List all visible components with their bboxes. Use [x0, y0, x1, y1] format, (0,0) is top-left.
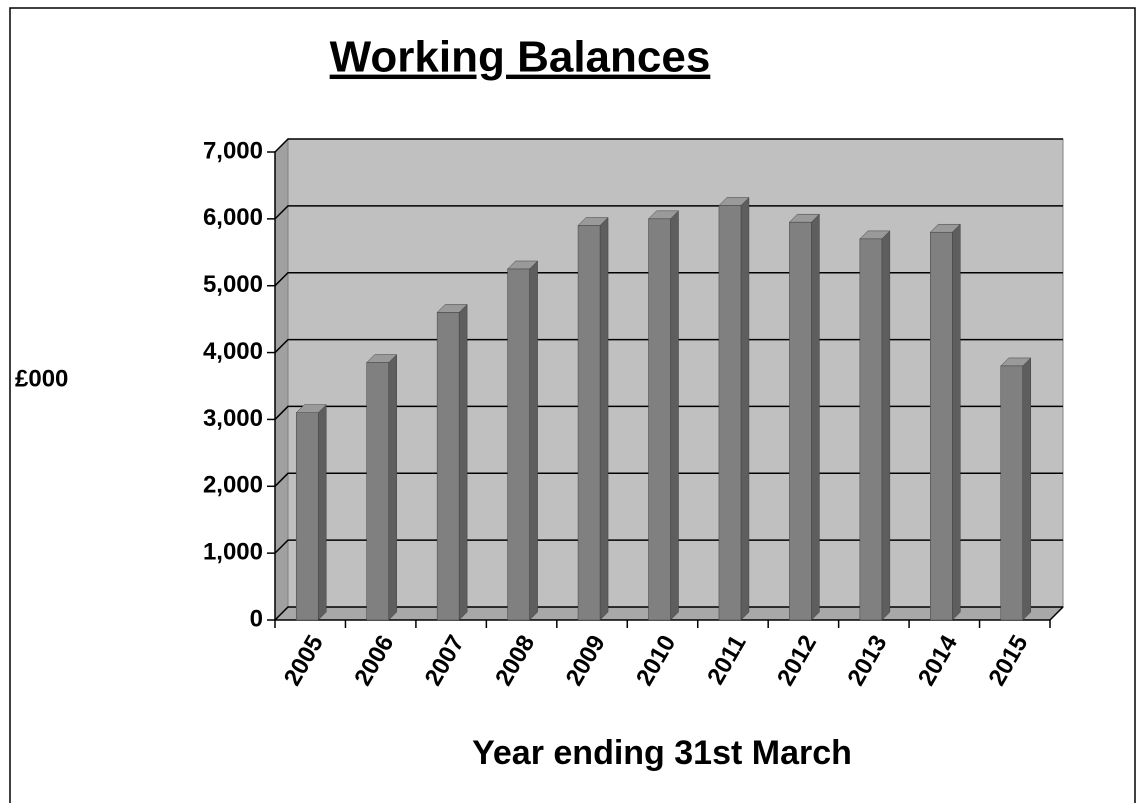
- y-tick-label: 6,000: [203, 204, 263, 231]
- bar-side: [317, 404, 327, 621]
- bar: [648, 218, 671, 621]
- x-axis-label: Year ending 31st March: [472, 734, 852, 772]
- bar: [859, 238, 883, 621]
- bar-side: [529, 260, 538, 621]
- bar-side: [670, 210, 679, 621]
- y-tick-label: 1,000: [203, 538, 263, 565]
- grid-line: [274, 205, 1063, 220]
- y-tick-label: 3,000: [203, 405, 263, 432]
- bar-side: [458, 303, 468, 621]
- y-tick-label: 0: [250, 605, 263, 632]
- bar-side: [1022, 357, 1032, 621]
- y-tick-label: 4,000: [203, 338, 263, 365]
- bar-side: [952, 223, 961, 621]
- y-tick-label: 7,000: [203, 137, 263, 164]
- floor-edge: [1049, 606, 1064, 621]
- bar-side: [811, 213, 820, 621]
- chart-title: Working Balances: [330, 33, 711, 82]
- bar: [577, 225, 601, 621]
- bar: [507, 268, 530, 621]
- bar-side: [599, 216, 609, 621]
- y-tick-label: 5,000: [203, 271, 263, 298]
- bar: [789, 221, 812, 621]
- bar-side: [740, 196, 750, 621]
- bar: [436, 312, 460, 621]
- grid-line: [274, 138, 1063, 153]
- y-axis-label: £000: [15, 365, 68, 392]
- bar: [718, 205, 742, 621]
- bar: [1000, 365, 1024, 621]
- bar-side: [881, 230, 891, 621]
- bar: [366, 362, 389, 621]
- bar: [930, 231, 953, 621]
- y-tick-label: 2,000: [203, 472, 263, 499]
- bar: [295, 412, 319, 621]
- side-wall: [274, 137, 289, 622]
- bar-side: [388, 353, 397, 621]
